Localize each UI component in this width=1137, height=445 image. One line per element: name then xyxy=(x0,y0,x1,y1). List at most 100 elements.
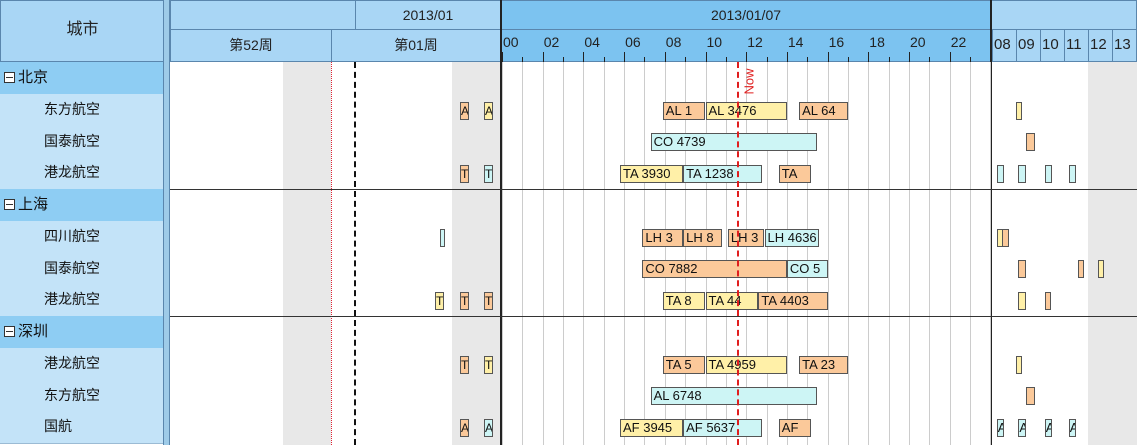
task-bar[interactable]: LH 3 xyxy=(642,228,684,247)
task-bar[interactable]: CO 5 xyxy=(786,260,828,279)
task-bar[interactable]: TA 44 xyxy=(705,292,759,311)
day-divider xyxy=(1016,30,1017,62)
hour-tick-label: 00 xyxy=(503,34,519,50)
task-bar[interactable]: A xyxy=(1044,419,1052,438)
group-row[interactable]: 上海 xyxy=(0,189,163,222)
hour-tick-mark xyxy=(746,52,747,62)
collapse-icon[interactable] xyxy=(4,326,15,337)
group-row[interactable]: 深圳 xyxy=(0,316,163,349)
task-bar[interactable]: TA 1238 xyxy=(683,165,763,184)
hour-gridline xyxy=(726,62,727,445)
task-bar[interactable]: A xyxy=(484,419,493,438)
task-bar[interactable]: CO 7882 xyxy=(642,260,787,279)
task-bar[interactable] xyxy=(1018,292,1026,311)
task-bar[interactable]: AL 1 xyxy=(662,101,706,120)
hour-gridline xyxy=(685,62,686,445)
left-pane-divider[interactable] xyxy=(163,0,170,445)
resource-label: 国泰航空 xyxy=(44,259,100,276)
hour-tick-mark xyxy=(563,57,564,62)
resource-row[interactable]: 国泰航空 xyxy=(0,125,163,159)
hour-tick-mark xyxy=(706,52,707,62)
resource-label: 东方航空 xyxy=(44,386,100,403)
task-bar[interactable] xyxy=(996,165,1004,184)
collapse-icon[interactable] xyxy=(4,72,15,83)
resource-row[interactable]: 港龙航空 xyxy=(0,347,163,381)
task-bar[interactable]: TA 23 xyxy=(799,355,848,374)
task-bar[interactable]: TA 3930 xyxy=(620,165,684,184)
task-bar[interactable] xyxy=(440,228,445,247)
task-bar[interactable]: LH 3 xyxy=(727,228,765,247)
task-bar[interactable]: T xyxy=(484,355,493,374)
task-bar[interactable]: AF 5637 xyxy=(683,419,763,438)
task-bar[interactable]: AL 6748 xyxy=(650,387,818,406)
resource-label: 国泰航空 xyxy=(44,132,100,149)
task-bar[interactable]: A xyxy=(1068,419,1076,438)
task-bar[interactable]: T xyxy=(484,292,493,311)
task-bar[interactable] xyxy=(1068,165,1076,184)
task-bar[interactable] xyxy=(1016,101,1022,120)
city-column-header[interactable]: 城市 xyxy=(0,0,165,62)
task-bar[interactable] xyxy=(1016,355,1022,374)
task-bar[interactable]: AF xyxy=(778,419,812,438)
task-bar[interactable] xyxy=(1025,387,1036,406)
task-bar[interactable]: TA 5 xyxy=(662,355,706,374)
resource-row[interactable]: 港龙航空 xyxy=(0,157,163,190)
hour-tick-mark xyxy=(767,57,768,62)
hour-gridline xyxy=(787,62,788,445)
task-bar[interactable]: T xyxy=(460,355,469,374)
resource-row[interactable]: 东方航空 xyxy=(0,93,163,127)
hour-tick-label: 20 xyxy=(910,34,926,50)
hour-gridline xyxy=(848,62,849,445)
task-bar[interactable] xyxy=(1078,260,1085,279)
hour-gridline xyxy=(828,62,829,445)
task-bar[interactable]: T xyxy=(460,165,469,184)
task-bar[interactable]: A xyxy=(1018,419,1026,438)
task-bar[interactable]: TA 4959 xyxy=(705,355,787,374)
task-bar[interactable]: AL 3476 xyxy=(705,101,787,120)
task-bar[interactable]: TA 4403 xyxy=(758,292,828,311)
hour-gridline xyxy=(706,62,707,445)
resource-row[interactable]: 国泰航空 xyxy=(0,252,163,286)
task-bar[interactable] xyxy=(1001,228,1009,247)
task-bar[interactable]: LH 8 xyxy=(683,228,722,247)
task-bar[interactable] xyxy=(1018,165,1026,184)
hour-tick-label: 22 xyxy=(950,34,967,50)
task-bar[interactable]: LH 4636 xyxy=(764,228,820,247)
group-row[interactable]: 北京 xyxy=(0,62,163,95)
task-bar[interactable] xyxy=(1025,133,1036,152)
group-label: 深圳 xyxy=(18,323,49,340)
task-bar[interactable]: AL 64 xyxy=(799,101,848,120)
collapse-icon[interactable] xyxy=(4,199,15,210)
hour-gridline xyxy=(767,62,768,445)
resource-label: 四川航空 xyxy=(44,227,100,244)
task-bar[interactable]: T xyxy=(435,292,444,311)
task-bar[interactable]: A xyxy=(996,419,1004,438)
hour-gridline xyxy=(522,62,523,445)
city-column-header-label: 城市 xyxy=(66,21,99,38)
non-working-shade xyxy=(452,62,500,445)
task-bar[interactable] xyxy=(1018,260,1026,279)
hour-tick-mark xyxy=(990,52,991,62)
task-bar[interactable]: TA 8 xyxy=(662,292,706,311)
resource-row[interactable]: 港龙航空 xyxy=(0,284,163,317)
hour-tick-mark xyxy=(868,52,869,62)
task-bar[interactable]: A xyxy=(484,101,493,120)
task-bar[interactable]: A xyxy=(460,101,469,120)
task-bar[interactable] xyxy=(1097,260,1104,279)
resource-row[interactable]: 东方航空 xyxy=(0,379,163,413)
resource-row[interactable]: 国航 xyxy=(0,411,163,444)
hour-tick-mark xyxy=(685,57,686,62)
resource-row[interactable]: 四川航空 xyxy=(0,220,163,254)
task-bar[interactable]: T xyxy=(460,292,469,311)
task-bar[interactable]: A xyxy=(460,419,469,438)
task-bar[interactable]: AF 3945 xyxy=(620,419,684,438)
resource-label: 港龙航空 xyxy=(44,291,100,308)
task-bar[interactable] xyxy=(1044,292,1051,311)
task-bar[interactable] xyxy=(1044,165,1052,184)
resource-label: 国航 xyxy=(44,418,72,435)
day-tick-label: 09 xyxy=(1018,36,1035,53)
task-bar[interactable]: T xyxy=(484,165,493,184)
task-bar[interactable]: CO 4739 xyxy=(650,133,818,152)
task-bar[interactable]: TA xyxy=(778,165,812,184)
